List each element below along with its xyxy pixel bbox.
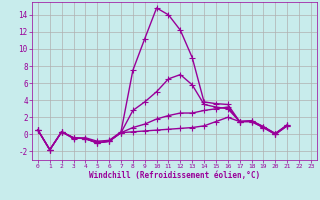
X-axis label: Windchill (Refroidissement éolien,°C): Windchill (Refroidissement éolien,°C)	[89, 171, 260, 180]
